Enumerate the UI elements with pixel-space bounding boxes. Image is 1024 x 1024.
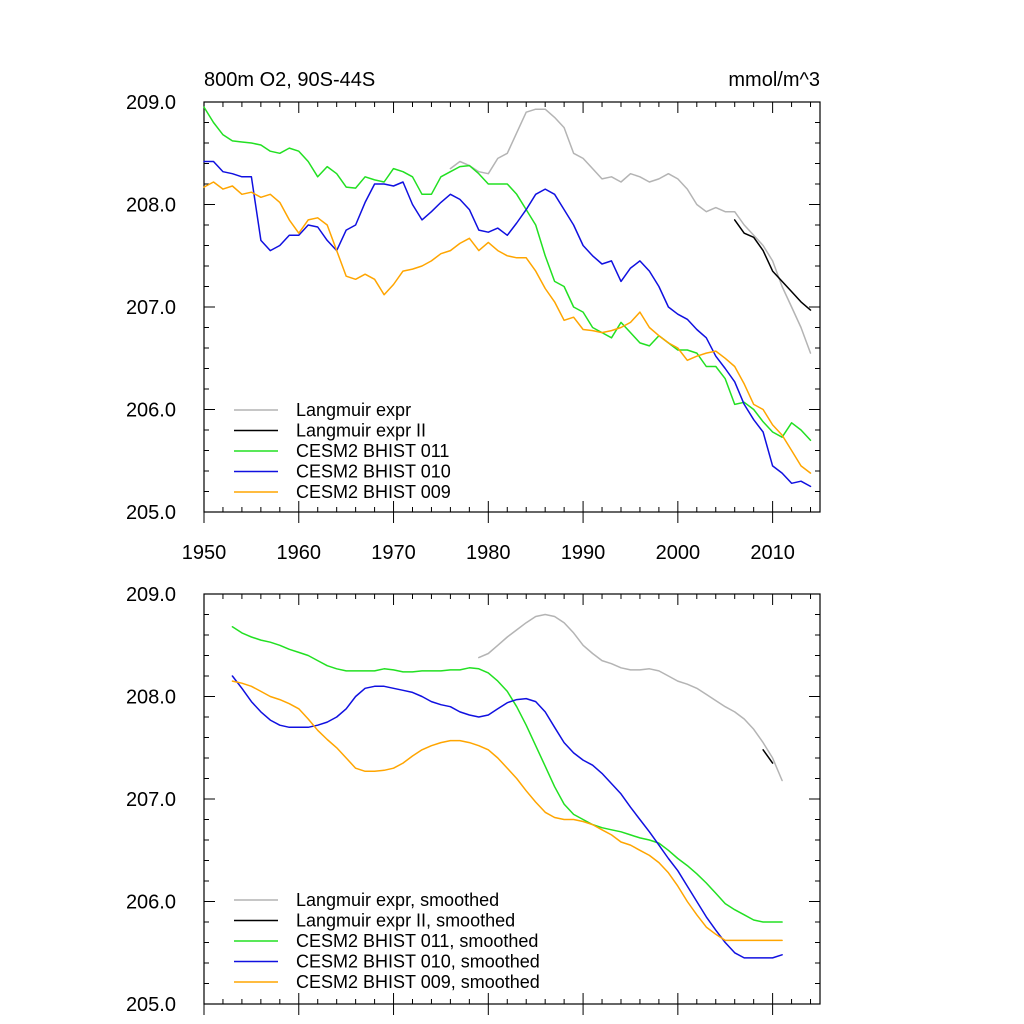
x-tick-label: 1960 <box>277 542 322 564</box>
legend-label: CESM2 BHIST 009, smoothed <box>296 972 540 992</box>
y-tick-label: 209.0 <box>126 584 176 606</box>
legend-label: Langmuir expr II <box>296 421 426 441</box>
legend-label: CESM2 BHIST 009 <box>296 482 451 502</box>
x-tick-label: 2010 <box>750 542 795 564</box>
x-tick-label: 1980 <box>466 542 511 564</box>
y-tick-label: 208.0 <box>126 195 176 217</box>
series-line <box>478 613 783 782</box>
y-tick-label: 205.0 <box>126 994 176 1016</box>
x-tick-label: 1950 <box>182 542 227 564</box>
x-tick-label: 1970 <box>371 542 416 564</box>
legend-label: Langmuir expr II, smoothed <box>296 911 515 931</box>
series-line <box>231 680 783 942</box>
legend-label: CESM2 BHIST 011, smoothed <box>296 931 538 951</box>
y-tick-label: 208.0 <box>126 687 176 709</box>
y-tick-label: 206.0 <box>126 892 176 914</box>
y-tick-label: 206.0 <box>126 400 176 422</box>
legend-label: CESM2 BHIST 010 <box>296 462 451 482</box>
series-line <box>762 749 774 764</box>
tick-group: 205.0 206.0 207.0 208.0 209.0 <box>126 584 820 1016</box>
y-tick-label: 205.0 <box>126 502 176 524</box>
legend-label: Langmuir expr <box>296 400 411 420</box>
series-line <box>449 108 812 354</box>
legend-label: CESM2 BHIST 011 <box>296 441 449 461</box>
y-tick-label: 207.0 <box>126 789 176 811</box>
panel-bottom: 205.0 206.0 207.0 208.0 209.0 Langmuir expr,… <box>126 584 821 1016</box>
series-line <box>203 181 812 474</box>
units-label: mmol/m^3 <box>728 69 820 91</box>
series-line <box>203 106 812 442</box>
series-group <box>203 106 812 488</box>
series-line <box>203 160 812 488</box>
series-line <box>231 626 783 923</box>
legend-label: Langmuir expr, smoothed <box>296 890 499 910</box>
series-line <box>733 219 812 311</box>
panel-top: 800m O2, 90S-44S mmol/m^3 205.0 206.0 207.… <box>126 69 821 564</box>
x-tick-label: 2000 <box>656 542 701 564</box>
series-line <box>231 675 783 959</box>
tick-group: 205.0 206.0 207.0 208.0 209.0 1950 1960 1970 198… <box>126 92 820 564</box>
y-tick-label: 207.0 <box>126 297 176 319</box>
y-tick-label: 209.0 <box>126 92 176 114</box>
x-tick-label: 1990 <box>561 542 606 564</box>
series-group <box>231 613 783 959</box>
chart-title: 800m O2, 90S-44S <box>204 69 375 91</box>
legend-label: CESM2 BHIST 010, smoothed <box>296 952 540 972</box>
